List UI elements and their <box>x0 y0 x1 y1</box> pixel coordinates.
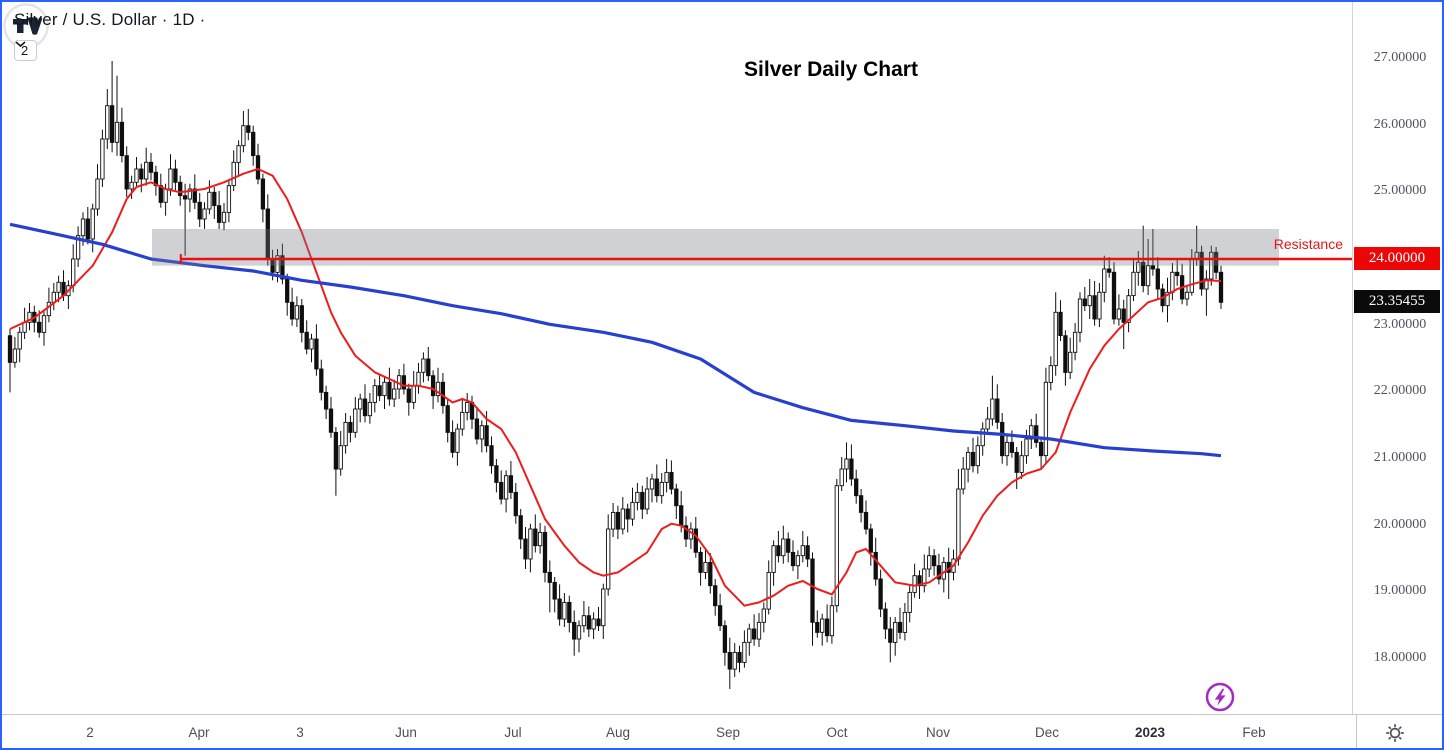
time-tick: Sep <box>715 725 741 740</box>
price-tick: 27.00000 <box>1373 50 1427 65</box>
chart-main-title: Silver Daily Chart <box>744 58 918 81</box>
time-tick: Jul <box>504 725 522 740</box>
gear-icon[interactable] <box>1383 721 1407 745</box>
ma-fast-line <box>9 168 1222 607</box>
time-tick: Nov <box>925 725 951 740</box>
indicators-count: 2 <box>21 43 29 58</box>
ma-slow-line <box>9 222 1222 458</box>
time-tick: Aug <box>605 725 631 740</box>
candlestick-chart[interactable] <box>2 2 1352 714</box>
price-tick: 26.00000 <box>1373 116 1427 132</box>
time-tick: Jun <box>395 725 417 740</box>
chart-plot-area[interactable]: Silver / U.S. Dollar · 1D · 2 Silver Dai… <box>2 2 1352 712</box>
price-axis[interactable]: 27.00000 26.00000 25.00000 23.00000 22.00000… <box>1352 2 1442 714</box>
time-tick: 3 <box>296 725 304 740</box>
time-tick: 2 <box>86 725 94 740</box>
tradingview-glyph <box>13 17 43 35</box>
time-tick: Feb <box>1242 725 1266 740</box>
price-tick: 20.00000 <box>1373 516 1427 532</box>
price-tick: 21.00000 <box>1373 450 1427 466</box>
price-tick: 23.00000 <box>1373 316 1427 332</box>
tradingview-logo[interactable] <box>2 2 50 50</box>
price-tick: 19.00000 <box>1373 583 1427 599</box>
chevron-down-icon <box>15 41 26 48</box>
symbol-title[interactable]: Silver / U.S. Dollar · 1D · <box>14 10 206 29</box>
resistance-label: Resistance <box>1273 236 1343 252</box>
time-tick: 2023 <box>1134 725 1166 740</box>
time-tick: Oct <box>826 725 848 740</box>
axis-corner-divider <box>1356 715 1357 748</box>
time-axis[interactable]: 2 Apr 3 Jun Jul Aug Sep Oct Nov Dec 2023 Feb <box>2 714 1442 748</box>
price-tick: 18.00000 <box>1373 650 1427 666</box>
price-tick: 25.00000 <box>1373 183 1427 199</box>
last-price-label: 23.35455 <box>1354 290 1440 314</box>
time-tick: Dec <box>1034 725 1060 740</box>
indicators-collapse-button[interactable]: 2 <box>14 40 38 61</box>
candles-layer <box>7 61 1224 689</box>
lightning-badge-icon <box>1205 682 1235 712</box>
resistance-price-label: 24.00000 <box>1354 247 1440 270</box>
time-tick: Apr <box>188 725 210 740</box>
price-tick: 22.00000 <box>1373 383 1427 399</box>
